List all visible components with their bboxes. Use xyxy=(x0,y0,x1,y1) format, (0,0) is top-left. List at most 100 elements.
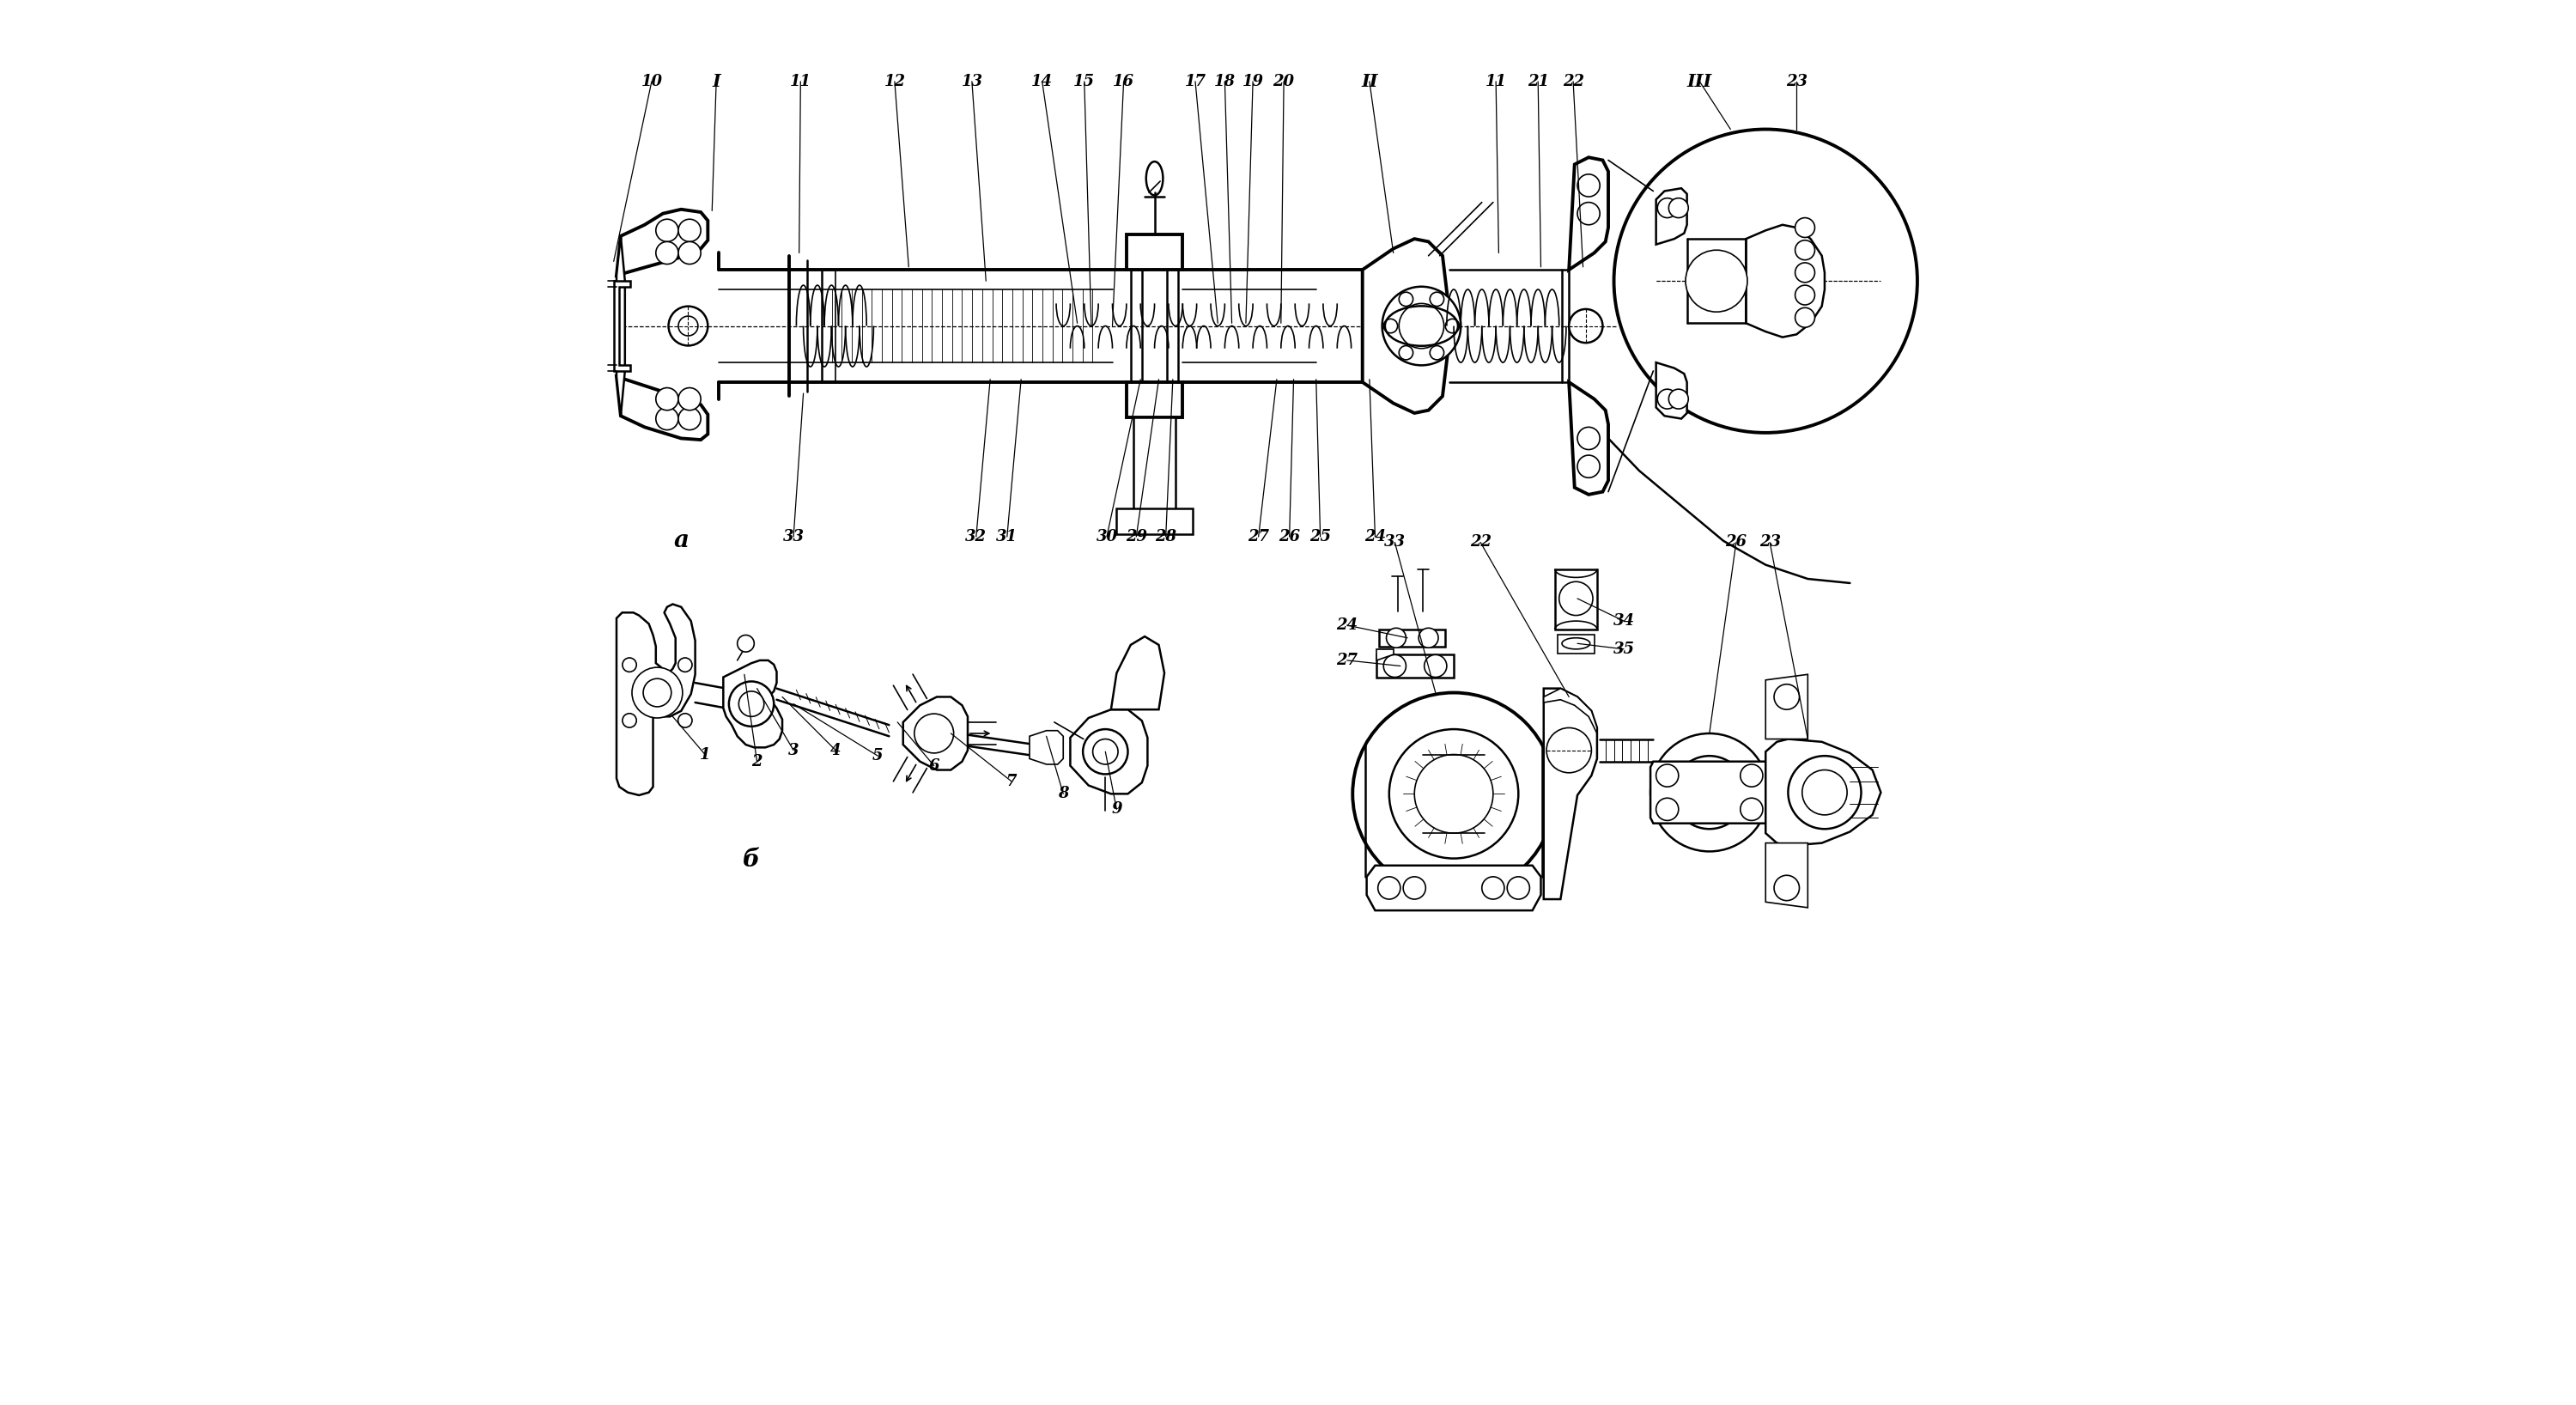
Circle shape xyxy=(1430,346,1445,360)
Polygon shape xyxy=(1376,655,1453,677)
Circle shape xyxy=(1388,729,1517,858)
Circle shape xyxy=(1741,764,1762,787)
Text: 34: 34 xyxy=(1613,613,1636,629)
Text: 13: 13 xyxy=(961,73,981,90)
Text: 27: 27 xyxy=(1337,652,1358,669)
Text: 5: 5 xyxy=(873,747,884,764)
Circle shape xyxy=(657,219,677,242)
Circle shape xyxy=(670,306,708,346)
Circle shape xyxy=(1656,764,1680,787)
Polygon shape xyxy=(616,209,708,275)
Text: 3: 3 xyxy=(788,742,799,759)
Polygon shape xyxy=(616,236,626,416)
Text: 29: 29 xyxy=(1126,528,1146,545)
Circle shape xyxy=(1577,427,1600,450)
Circle shape xyxy=(1352,693,1556,895)
Polygon shape xyxy=(1363,239,1450,413)
Text: 1: 1 xyxy=(701,746,711,763)
Circle shape xyxy=(1656,389,1677,409)
Circle shape xyxy=(677,242,701,264)
Circle shape xyxy=(1383,655,1406,677)
Text: 33: 33 xyxy=(1383,534,1406,551)
Circle shape xyxy=(1399,292,1414,306)
Circle shape xyxy=(1577,174,1600,197)
Circle shape xyxy=(623,658,636,672)
Text: 11: 11 xyxy=(791,73,811,90)
Circle shape xyxy=(677,714,693,728)
Circle shape xyxy=(1507,877,1530,899)
Circle shape xyxy=(677,407,701,430)
Text: 20: 20 xyxy=(1273,73,1296,90)
Text: 22: 22 xyxy=(1564,73,1584,90)
Text: 33: 33 xyxy=(783,528,804,545)
Circle shape xyxy=(1669,389,1687,409)
Text: 25: 25 xyxy=(1309,528,1332,545)
Circle shape xyxy=(1577,202,1600,225)
Polygon shape xyxy=(1126,382,1182,417)
Circle shape xyxy=(677,316,698,336)
Circle shape xyxy=(1656,798,1680,821)
Circle shape xyxy=(1775,684,1801,710)
Text: 7: 7 xyxy=(1005,773,1018,790)
Polygon shape xyxy=(1378,629,1445,646)
Polygon shape xyxy=(616,377,708,440)
Circle shape xyxy=(1685,250,1747,312)
Text: а: а xyxy=(672,530,688,552)
Polygon shape xyxy=(1115,509,1193,534)
Circle shape xyxy=(1803,770,1847,815)
Polygon shape xyxy=(1543,688,1597,733)
Polygon shape xyxy=(1765,674,1808,739)
Circle shape xyxy=(1788,756,1860,829)
Text: 28: 28 xyxy=(1154,528,1177,545)
Text: 11: 11 xyxy=(1486,73,1507,90)
Circle shape xyxy=(677,219,701,242)
Circle shape xyxy=(657,407,677,430)
Polygon shape xyxy=(1656,362,1687,419)
Circle shape xyxy=(1481,877,1504,899)
Text: 22: 22 xyxy=(1471,534,1492,551)
Polygon shape xyxy=(1765,843,1808,908)
Text: 31: 31 xyxy=(997,528,1018,545)
Circle shape xyxy=(1414,754,1494,833)
Circle shape xyxy=(1651,733,1770,851)
Circle shape xyxy=(1669,198,1687,218)
Circle shape xyxy=(1795,218,1814,237)
Circle shape xyxy=(657,388,677,410)
Text: III: III xyxy=(1687,73,1713,90)
Text: 27: 27 xyxy=(1247,528,1270,545)
Polygon shape xyxy=(1133,417,1175,516)
Circle shape xyxy=(1546,728,1592,773)
Circle shape xyxy=(1383,319,1399,333)
Text: 14: 14 xyxy=(1030,73,1054,90)
Circle shape xyxy=(1615,129,1917,433)
Circle shape xyxy=(739,691,765,717)
Text: 18: 18 xyxy=(1213,73,1236,90)
Circle shape xyxy=(631,667,683,718)
Circle shape xyxy=(677,388,701,410)
Polygon shape xyxy=(1558,635,1595,653)
Polygon shape xyxy=(613,281,631,371)
Text: 2: 2 xyxy=(752,753,762,770)
Polygon shape xyxy=(1376,649,1394,660)
Polygon shape xyxy=(1556,569,1597,629)
Circle shape xyxy=(1795,308,1814,327)
Text: 21: 21 xyxy=(1528,73,1548,90)
Text: 6: 6 xyxy=(927,757,940,774)
Circle shape xyxy=(1082,729,1128,774)
Circle shape xyxy=(914,714,953,753)
Circle shape xyxy=(1672,756,1747,829)
Text: 26: 26 xyxy=(1726,534,1747,551)
Circle shape xyxy=(1425,655,1448,677)
Circle shape xyxy=(1795,240,1814,260)
Text: 30: 30 xyxy=(1095,528,1118,545)
Circle shape xyxy=(1386,628,1406,648)
Circle shape xyxy=(1092,739,1118,764)
Circle shape xyxy=(1419,628,1437,648)
Circle shape xyxy=(1656,198,1677,218)
Text: II: II xyxy=(1360,73,1378,90)
Circle shape xyxy=(1775,875,1801,901)
Polygon shape xyxy=(1543,688,1597,899)
Circle shape xyxy=(657,242,677,264)
Polygon shape xyxy=(1030,731,1064,764)
Polygon shape xyxy=(1126,235,1182,270)
